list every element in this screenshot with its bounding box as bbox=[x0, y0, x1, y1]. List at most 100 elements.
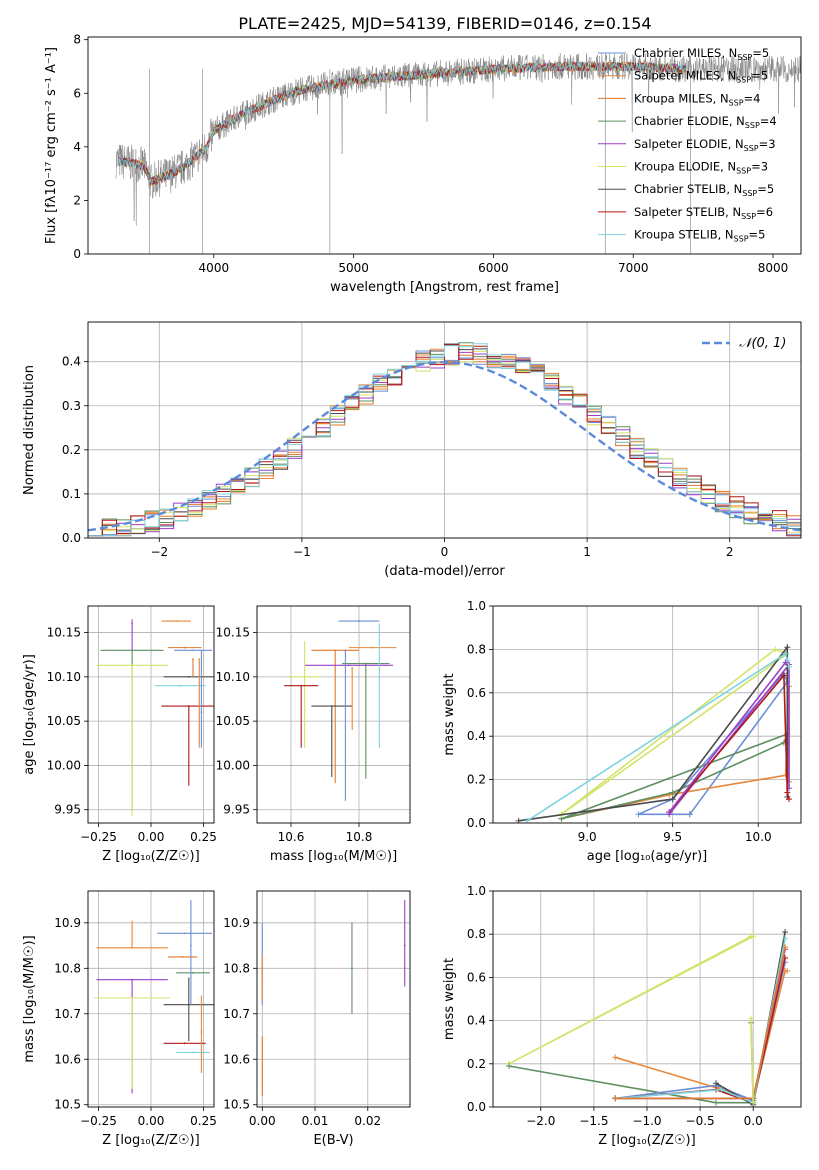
y-axis-label: mass weight bbox=[442, 673, 457, 755]
y-axis-label: mass [log₁₀(M/M☉)] bbox=[22, 935, 37, 1062]
y-tick-label: 10.05 bbox=[216, 714, 250, 728]
panel-age-vs-mass: 10.6 10.8 9.95 10.00 10.05 10.10 10.15 mass [lo… bbox=[216, 605, 411, 864]
data-point bbox=[187, 675, 190, 678]
model-line-7 bbox=[118, 60, 687, 185]
y-tick-label: 9.95 bbox=[54, 803, 81, 817]
plot-area bbox=[493, 606, 801, 823]
data-point bbox=[131, 664, 134, 667]
y-tick-label: 10.8 bbox=[54, 961, 81, 975]
y-tick-label: 10.6 bbox=[223, 1052, 250, 1066]
y-tick-label: 10.05 bbox=[47, 714, 81, 728]
histogram-legend: 𝒩(0, 1) bbox=[702, 336, 786, 351]
data-point bbox=[131, 978, 134, 981]
plot-area bbox=[88, 891, 214, 1107]
data-point bbox=[187, 705, 190, 707]
x-axis-label: Z [log₁₀(Z/Z☉)] bbox=[102, 1133, 199, 1148]
y-tick-label: 0.0 bbox=[62, 531, 81, 545]
legend-entry: 𝒩(0, 1) bbox=[739, 336, 786, 351]
y-axis-label: mass weight bbox=[442, 958, 457, 1040]
panel-age-vs-Z: −0.25 0.00 0.25 9.95 10.00 10.05 10.10 10.15 Z [… bbox=[22, 605, 217, 864]
y-tick-label: 10.7 bbox=[54, 1007, 81, 1021]
y-axis-label: Normed distribution bbox=[22, 365, 37, 495]
weight-line-8 bbox=[668, 661, 787, 813]
data-point bbox=[183, 646, 186, 649]
legend-entry: Kroupa STELIB, NSSP=5 bbox=[634, 228, 765, 244]
y-tick-label: 0.4 bbox=[467, 729, 486, 743]
panel-mass-vs-EBV: 0.00 0.01 0.02 10.5 10.6 10.7 10.8 10.9 E(B-V) bbox=[223, 890, 411, 1148]
y-axis-label: Flux [fλ10⁻¹⁷ erg cm⁻² s⁻¹ A⁻¹] bbox=[44, 47, 59, 244]
y-tick-label: 0 bbox=[73, 247, 81, 261]
y-tick-label: 0.2 bbox=[62, 443, 81, 457]
y-axis-label: age [log₁₀(age/yr)] bbox=[22, 654, 37, 775]
y-tick-label: 10.10 bbox=[47, 670, 81, 684]
x-tick-label: −1 bbox=[293, 545, 311, 559]
x-tick-label: 9.5 bbox=[663, 830, 682, 844]
data-point bbox=[179, 684, 182, 687]
legend-entry: Chabrier MILES, NSSP=5 bbox=[634, 46, 769, 62]
data-point bbox=[303, 675, 306, 678]
x-tick-label: 10.0 bbox=[745, 830, 772, 844]
data-point bbox=[192, 649, 194, 652]
x-tick-label: 5000 bbox=[338, 261, 369, 275]
y-tick-label: 10.00 bbox=[47, 758, 81, 772]
x-tick-label: 0.0 bbox=[744, 1114, 763, 1128]
x-tick-label: 6000 bbox=[478, 261, 509, 275]
x-tick-label: 0.00 bbox=[138, 830, 165, 844]
y-tick-label: 0.6 bbox=[467, 686, 486, 700]
legend-entry: Kroupa ELODIE, NSSP=3 bbox=[634, 160, 768, 176]
data-point bbox=[334, 649, 337, 652]
data-point bbox=[131, 622, 134, 625]
x-axis-label: age [log₁₀(age/yr)] bbox=[587, 849, 708, 864]
y-tick-label: 0.4 bbox=[467, 1014, 486, 1028]
x-tick-label: −1.5 bbox=[579, 1114, 608, 1128]
y-tick-label: 0.4 bbox=[62, 355, 81, 369]
panel-massweight-vs-age: 9.0 9.5 10.0 0.0 0.2 0.4 0.6 0.8 1.0 age [log₁₀(a… bbox=[442, 599, 802, 864]
y-tick-label: 10.5 bbox=[223, 1098, 250, 1112]
panel-spectrum: 4000 5000 6000 7000 8000 0 2 4 6 8 wavelength [Ang… bbox=[44, 33, 802, 295]
data-point bbox=[351, 967, 353, 970]
x-tick-label: 0 bbox=[441, 545, 449, 559]
axes-frame bbox=[256, 605, 411, 824]
data-point bbox=[192, 971, 194, 974]
weight-line-9 bbox=[750, 1018, 754, 1103]
weight-line-6 bbox=[668, 673, 790, 813]
panel-residual-histogram: −2 −1 0 1 2 0.0 0.1 0.2 0.3 0.4 (data-model)/error… bbox=[22, 321, 802, 579]
y-tick-label: 0.0 bbox=[467, 816, 486, 830]
data-point bbox=[131, 996, 134, 999]
x-tick-label: 7000 bbox=[618, 261, 649, 275]
data-point bbox=[183, 1042, 186, 1045]
data-point bbox=[131, 946, 134, 949]
x-tick-label: −2.0 bbox=[526, 1114, 555, 1128]
y-tick-label: 0.8 bbox=[467, 642, 486, 656]
data-point bbox=[364, 662, 367, 665]
x-tick-label: −0.25 bbox=[80, 1114, 117, 1128]
y-tick-label: 10.6 bbox=[54, 1052, 81, 1066]
data-point bbox=[300, 684, 303, 687]
x-tick-label: 0.25 bbox=[190, 1114, 217, 1128]
data-point bbox=[371, 646, 374, 649]
data-point bbox=[351, 667, 354, 669]
plot-area bbox=[115, 52, 801, 254]
x-tick-label: −0.5 bbox=[686, 1114, 715, 1128]
data-point bbox=[181, 956, 184, 958]
y-tick-label: 9.95 bbox=[223, 803, 250, 817]
x-tick-label: 10.8 bbox=[346, 830, 373, 844]
weight-line-5 bbox=[518, 644, 789, 822]
model-line-8 bbox=[118, 61, 687, 184]
plot-area bbox=[88, 606, 214, 823]
data-point bbox=[358, 620, 360, 622]
y-tick-label: 10.9 bbox=[54, 916, 81, 930]
data-point bbox=[175, 620, 178, 622]
y-tick-label: 10.8 bbox=[223, 961, 250, 975]
data-point bbox=[261, 981, 264, 983]
axes-frame bbox=[492, 890, 802, 1108]
axes-frame bbox=[87, 321, 802, 539]
y-tick-label: 0.8 bbox=[467, 927, 486, 941]
data-point bbox=[183, 932, 186, 935]
data-point bbox=[190, 944, 192, 947]
x-tick-label: −2 bbox=[150, 545, 168, 559]
y-tick-label: 6 bbox=[73, 86, 81, 100]
x-tick-label: 0.00 bbox=[138, 1114, 165, 1128]
data-point bbox=[198, 658, 201, 661]
